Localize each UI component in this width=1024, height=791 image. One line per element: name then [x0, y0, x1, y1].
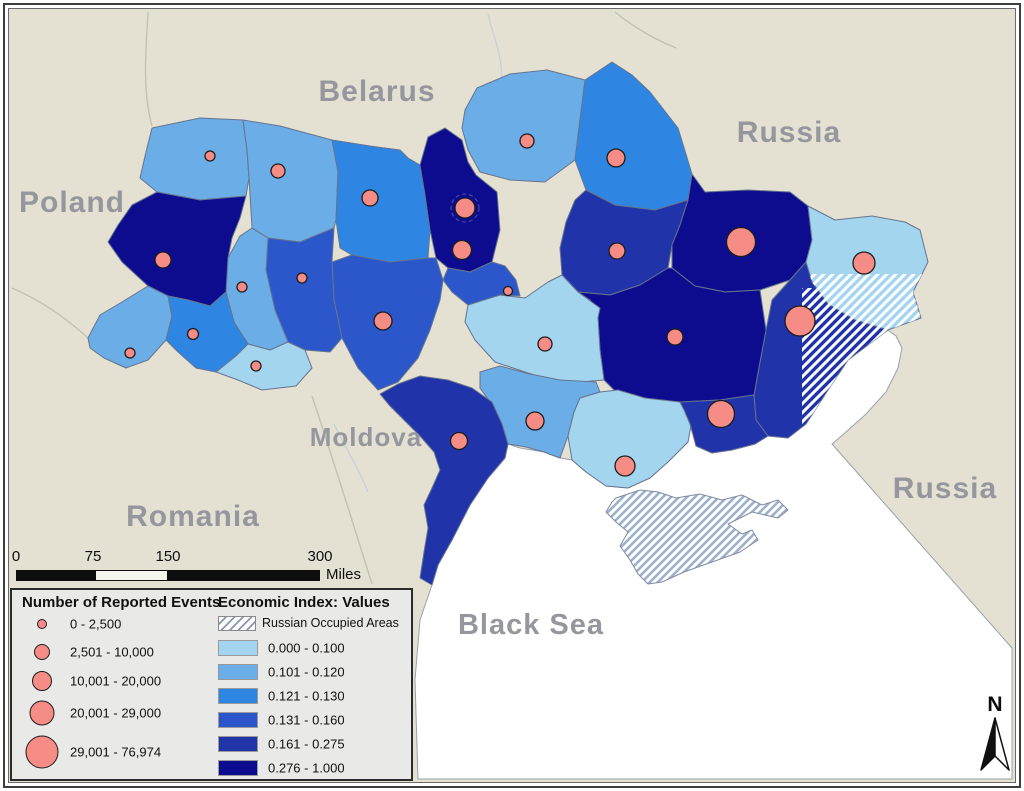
legend-box: Number of Reported Events Economic Index…: [10, 588, 413, 781]
legend-events-label-5: 29,001 - 76,974: [70, 744, 162, 760]
region-chernivtsi: [215, 341, 313, 391]
legend-circle-4: [29, 700, 55, 726]
scale-tick: 75: [84, 548, 102, 565]
city-boundary-ring-kyiv: [450, 193, 480, 223]
legend-econ-swatch-4: [218, 712, 258, 728]
scale-segment: [95, 570, 168, 581]
neighbor-border-line-3: [311, 395, 373, 585]
legend-econ-label-2: 0.101 - 0.120: [268, 664, 345, 680]
scale-tick: 0: [11, 548, 21, 565]
legend-econ-swatch-6: [218, 760, 258, 776]
region-kyiv-south: [442, 261, 521, 306]
legend-econ-label-3: 0.121 - 0.130: [268, 688, 345, 704]
legend-economic-title: Economic Index: Values: [218, 594, 390, 611]
events-circle-kyiv-city: [451, 239, 473, 261]
neighbor-border-line-1: [144, 11, 153, 127]
legend-events-label-3: 10,001 - 20,000: [70, 673, 162, 689]
legend-econ-label-5: 0.161 - 0.275: [268, 736, 345, 752]
legend-circle-1: [37, 619, 47, 629]
north-label: N: [987, 693, 1003, 716]
events-circle-kherson: [614, 455, 636, 477]
events-circle-poltava: [608, 242, 626, 260]
events-circle-kyiv-south: [502, 285, 514, 297]
region-zhytomyr: [331, 139, 431, 263]
legend-events-label-2: 2,501 - 10,000: [70, 644, 154, 660]
neighbor-border-line-4: [11, 287, 89, 339]
events-circle-volyn: [204, 150, 216, 162]
scale-unit: Miles: [326, 566, 362, 583]
events-circle-dnipro: [666, 328, 684, 346]
region-rivne: [242, 119, 339, 243]
legend-circle-3: [32, 671, 52, 691]
legend-econ-label-4: 0.131 - 0.160: [268, 712, 345, 728]
events-circle-ternopil: [236, 281, 248, 293]
legend-circle-5: [25, 735, 59, 769]
legend-events-label-4: 20,001 - 29,000: [70, 705, 162, 721]
events-circle-cherkasy: [537, 336, 553, 352]
region-volyn: [139, 117, 250, 201]
country-label-russia_ne: Russia: [737, 116, 841, 149]
legend-events-title: Number of Reported Events: [22, 594, 221, 611]
country-label-russia_se: Russia: [893, 472, 997, 505]
region-cherkasy: [464, 274, 605, 383]
events-circle-kharkiv: [725, 226, 757, 258]
events-circle-kirovohrad-vinn: [373, 311, 393, 331]
events-circle-kyiv: [454, 197, 476, 219]
events-circle-mykolaiv: [525, 411, 545, 431]
occupied-hatch-crimea: [605, 489, 789, 585]
country-label-poland: Poland: [19, 186, 125, 219]
north-arrow-icon: [980, 717, 1010, 771]
events-circle-odesa: [449, 431, 469, 451]
neighbor-border-line-2: [614, 11, 677, 49]
region-lviv: [107, 191, 247, 307]
legend-econ-label-1: 0.000 - 0.100: [268, 640, 345, 656]
events-circle-chernihiv: [519, 133, 535, 149]
legend-circle-2: [34, 644, 50, 660]
scale-bar: 0 75 150 300 Miles: [11, 548, 386, 585]
events-circle-lviv: [154, 251, 172, 269]
legend-econ-swatch-2: [218, 664, 258, 680]
region-kherson: [567, 389, 693, 489]
country-label-belarus: Belarus: [318, 75, 435, 108]
region-chernihiv: [461, 69, 586, 183]
events-circle-zakarpattia: [124, 347, 136, 359]
country-label-romania: Romania: [126, 500, 260, 533]
legend-occupied-label: Russian Occupied Areas: [262, 616, 399, 630]
events-circle-zaporizhzhia: [706, 399, 736, 429]
events-circle-luhansk: [852, 251, 876, 275]
events-circle-ivano-frankivsk: [186, 327, 200, 341]
scale-segment: [16, 570, 95, 581]
events-circle-sumy: [606, 148, 626, 168]
north-arrow: N: [973, 694, 1017, 782]
neighbor-border-line-6: [333, 423, 369, 493]
legend-econ-swatch-3: [218, 688, 258, 704]
country-label-moldova: Moldova: [310, 422, 422, 452]
legend-occupied-swatch: [218, 616, 256, 631]
events-circle-khmelnytskyi: [296, 272, 308, 284]
events-circle-donetsk: [784, 305, 816, 337]
legend-econ-swatch-1: [218, 640, 258, 656]
events-circle-chernivtsi: [250, 360, 262, 372]
scale-tick: 300: [307, 548, 333, 565]
events-circle-zhytomyr: [361, 189, 379, 207]
region-odesa: [379, 375, 509, 586]
scale-segment: [168, 570, 320, 581]
legend-econ-label-6: 0.276 - 1.000: [268, 760, 345, 776]
scale-tick: 150: [155, 548, 181, 565]
country-label-black_sea: Black Sea: [458, 609, 604, 641]
events-circle-rivne: [270, 163, 286, 179]
legend-econ-swatch-5: [218, 736, 258, 752]
legend-events-label-1: 0 - 2,500: [70, 616, 122, 632]
